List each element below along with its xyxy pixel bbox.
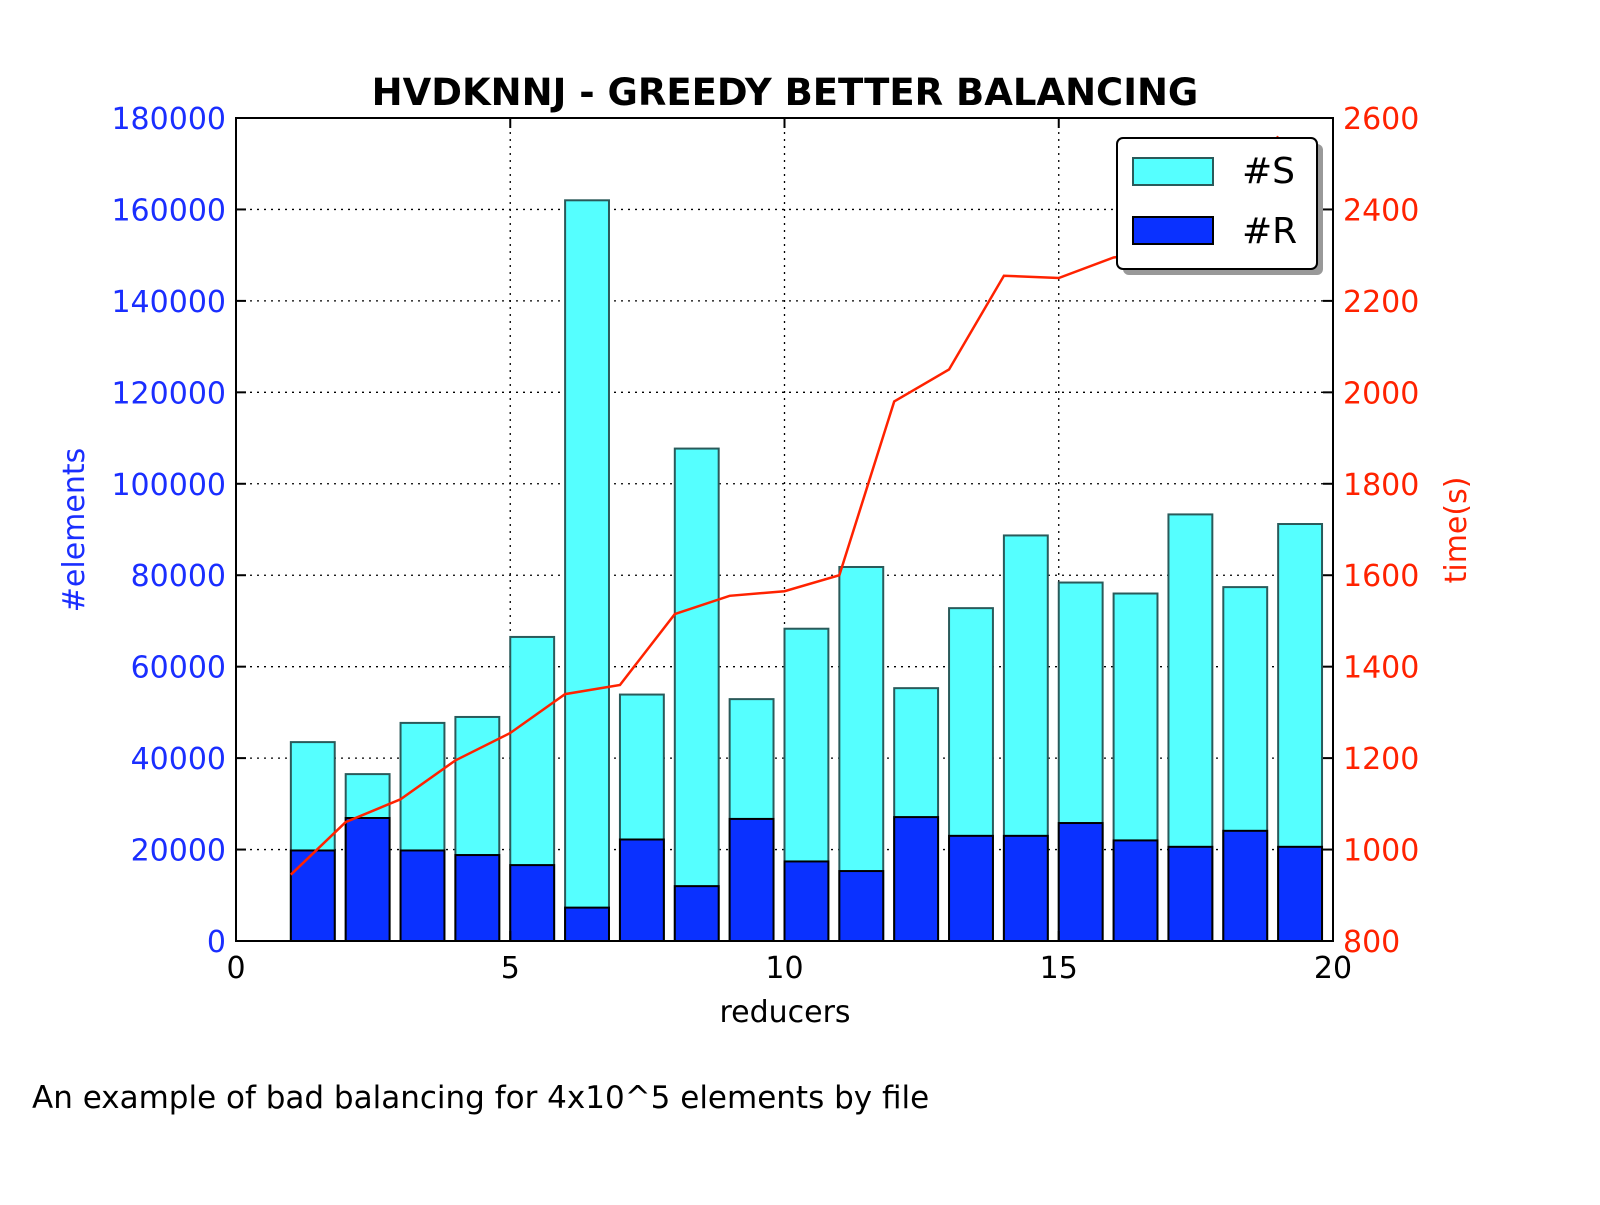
bar-r — [1277, 845, 1324, 942]
bar-r — [509, 864, 556, 943]
bar-r — [1057, 822, 1104, 943]
legend-label-s: #S — [1242, 151, 1295, 192]
x-tick-label: 0 — [226, 951, 245, 986]
legend-label-r: #R — [1242, 211, 1297, 252]
y2-tick-label: 2200 — [1343, 285, 1419, 320]
series-s-bars — [289, 199, 1324, 943]
y-axis-right-ticks: 800 1000 1200 1400 1600 1800 2000 2200 2400 2600 — [1323, 102, 1419, 960]
bar-r — [1167, 845, 1214, 942]
x-axis-label: reducers — [719, 995, 850, 1030]
y2-tick-label: 1400 — [1343, 651, 1419, 686]
y-tick-label: 120000 — [111, 376, 226, 411]
time-line-layer — [289, 135, 1280, 876]
bar-r — [399, 849, 446, 942]
y-axis-left-label: #elements — [57, 448, 92, 612]
chart-title: HVDKNNJ - GREEDY BETTER BALANCING — [372, 71, 1199, 114]
bar-r — [618, 838, 665, 942]
y-tick-label: 40000 — [131, 742, 226, 777]
x-tick-label: 15 — [1040, 951, 1078, 986]
bar-r — [783, 860, 830, 943]
bar-r — [289, 849, 336, 942]
bar-r — [673, 885, 720, 943]
y-tick-label: 160000 — [111, 193, 226, 228]
y2-tick-label: 2400 — [1343, 193, 1419, 228]
y-tick-label: 60000 — [131, 651, 226, 686]
y-tick-label: 20000 — [131, 834, 226, 869]
y2-tick-label: 2600 — [1343, 102, 1419, 137]
bar-s — [564, 199, 610, 943]
x-tick-label: 5 — [501, 951, 520, 986]
y2-tick-label: 1000 — [1343, 834, 1419, 869]
x-axis-ticks: 0 5 10 15 20 — [226, 118, 1352, 986]
y-tick-label: 80000 — [131, 559, 226, 594]
y2-tick-label: 2000 — [1343, 376, 1419, 411]
y-tick-label: 100000 — [111, 468, 226, 503]
bar-r — [1222, 829, 1269, 942]
x-tick-label: 10 — [765, 951, 803, 986]
y2-tick-label: 1600 — [1343, 559, 1419, 594]
y-axis-left-ticks: 0 20000 40000 60000 80000 100000 120000 140000 1… — [111, 102, 246, 960]
legend-swatch-s — [1132, 157, 1214, 186]
legend-swatch-r — [1132, 216, 1214, 245]
bar-r — [1002, 834, 1049, 942]
bar-r — [454, 854, 501, 943]
bar-r — [564, 906, 610, 943]
bar-r — [838, 870, 885, 942]
bar-r — [948, 834, 994, 942]
x-tick-label: 20 — [1314, 951, 1352, 986]
y-tick-label: 180000 — [111, 102, 226, 137]
y2-tick-label: 1800 — [1343, 468, 1419, 503]
y2-tick-label: 800 — [1343, 925, 1400, 960]
bar-r — [728, 817, 775, 943]
y2-tick-label: 1200 — [1343, 742, 1419, 777]
series-r-bars — [289, 816, 1324, 943]
legend: #S #R — [1116, 137, 1323, 275]
bar-s — [673, 447, 720, 942]
figure-caption: An example of bad balancing for 4x10^5 e… — [32, 1080, 930, 1116]
y-axis-right-label: time(s) — [1439, 477, 1474, 584]
bar-r — [893, 816, 940, 942]
y-tick-label: 0 — [207, 925, 226, 960]
y-tick-label: 140000 — [111, 285, 226, 320]
time-line — [289, 135, 1280, 876]
bar-r — [1112, 839, 1159, 943]
bar-r — [344, 817, 391, 942]
